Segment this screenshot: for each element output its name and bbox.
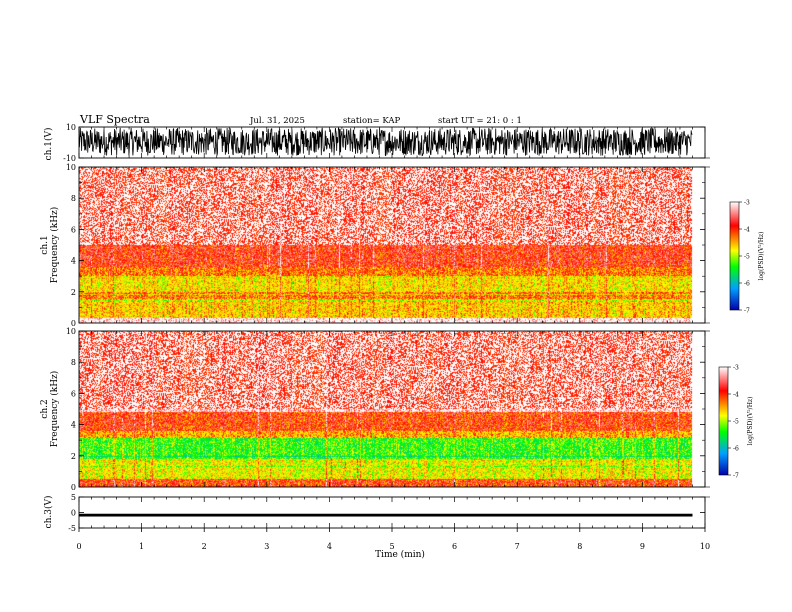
ch3-y-axis-label: ch.3(V) xyxy=(43,496,54,529)
ch3-waveform-panel-ytick-label: 0 xyxy=(71,509,76,518)
ch3-waveform-trace xyxy=(79,513,693,517)
ch2-spectrogram-panel-ytick-label: 0 xyxy=(71,483,76,492)
colorbar-tick-label: -3 xyxy=(733,365,739,372)
colorbar-tick-label: -5 xyxy=(733,419,739,426)
ch2-spec-y-axis-label: Frequency (kHz) xyxy=(49,371,60,448)
start-time-label: start UT = 21: 0 : 1 xyxy=(438,116,522,126)
ch2-spectrogram-panel-ytick-label: 2 xyxy=(71,452,76,461)
ch1-spectrogram-panel-ytick-label: 10 xyxy=(66,163,76,172)
ch2-spectrogram-panel-ytick-label: 6 xyxy=(71,389,76,398)
ch1-spectrogram-panel-ytick-label: 2 xyxy=(71,288,76,297)
x-axis-tick-label: 1 xyxy=(139,542,144,551)
ch2-spectrogram-image xyxy=(79,331,705,487)
colorbar-tick-label: -4 xyxy=(744,227,750,234)
x-axis-tick-label: 7 xyxy=(515,542,520,551)
x-axis-tick-label: 4 xyxy=(327,542,332,551)
date-label: Jul. 31, 2025 xyxy=(249,116,305,126)
x-axis-tick-label: 6 xyxy=(452,542,457,551)
ch1-spectrogram-image xyxy=(79,167,705,323)
x-axis-tick-label: 3 xyxy=(264,542,269,551)
ch1-waveform-trace xyxy=(78,126,693,157)
colorbar-tick-label: -6 xyxy=(733,446,739,453)
ch1-waveform-panel-ytick-label: 10 xyxy=(66,123,76,132)
ch2-spectrogram-panel-ytick-label: 10 xyxy=(66,327,76,336)
colorbar-tick-label: -7 xyxy=(733,473,739,480)
ch1-colorbar-label: log(PSD)(V²/Hz) xyxy=(758,232,765,281)
ch2-colorbar-label: log(PSD)(V²/Hz) xyxy=(747,397,754,446)
x-axis-tick-label: 9 xyxy=(640,542,645,551)
colorbar-tick-label: -6 xyxy=(744,281,750,288)
x-axis-tick-label: 0 xyxy=(76,542,81,551)
ch3-waveform-panel-ytick-label: -5 xyxy=(68,524,76,533)
ch3-waveform-panel-ytick-label: 5 xyxy=(71,493,76,502)
x-axis-tick-label: 5 xyxy=(389,542,394,551)
ch1-y-axis-label: ch.1(V) xyxy=(43,128,54,161)
ch2-spec-channel-label: ch.2 xyxy=(40,399,50,418)
ch1-spec-channel-label: ch.1 xyxy=(40,235,50,254)
x-axis-tick-label: 8 xyxy=(577,542,582,551)
x-axis-label: Time (min) xyxy=(375,549,425,560)
ch1-spectrogram-panel-ytick-label: 4 xyxy=(71,257,76,266)
ch1-waveform-panel-ytick-label: -10 xyxy=(63,154,76,163)
station-label: station= KAP xyxy=(343,116,401,126)
ch2-spectrogram-panel-ytick-label: 8 xyxy=(71,358,76,367)
ch2-spectrogram-panel-ytick-label: 4 xyxy=(71,421,76,430)
figure-title: VLF Spectra xyxy=(79,113,150,126)
x-axis-tick-label: 10 xyxy=(700,542,710,551)
colorbar-tick-label: -7 xyxy=(744,308,750,315)
colorbar-tick-label: -4 xyxy=(733,392,739,399)
ch1-spectrogram-panel-ytick-label: 8 xyxy=(71,194,76,203)
x-axis-tick-label: 2 xyxy=(202,542,207,551)
colorbar-ticks: -3 -4 -5 -6 -7 -3 -4 -5 -6 -7 xyxy=(728,200,750,480)
ch1-spectrogram-panel-ytick-label: 6 xyxy=(71,225,76,234)
colorbar-tick-label: -5 xyxy=(744,254,750,261)
ch1-spectrogram-panel-ytick-label: 0 xyxy=(71,319,76,328)
colorbar-tick-label: -3 xyxy=(744,200,750,207)
ch1-spec-y-axis-label: Frequency (kHz) xyxy=(49,207,60,284)
